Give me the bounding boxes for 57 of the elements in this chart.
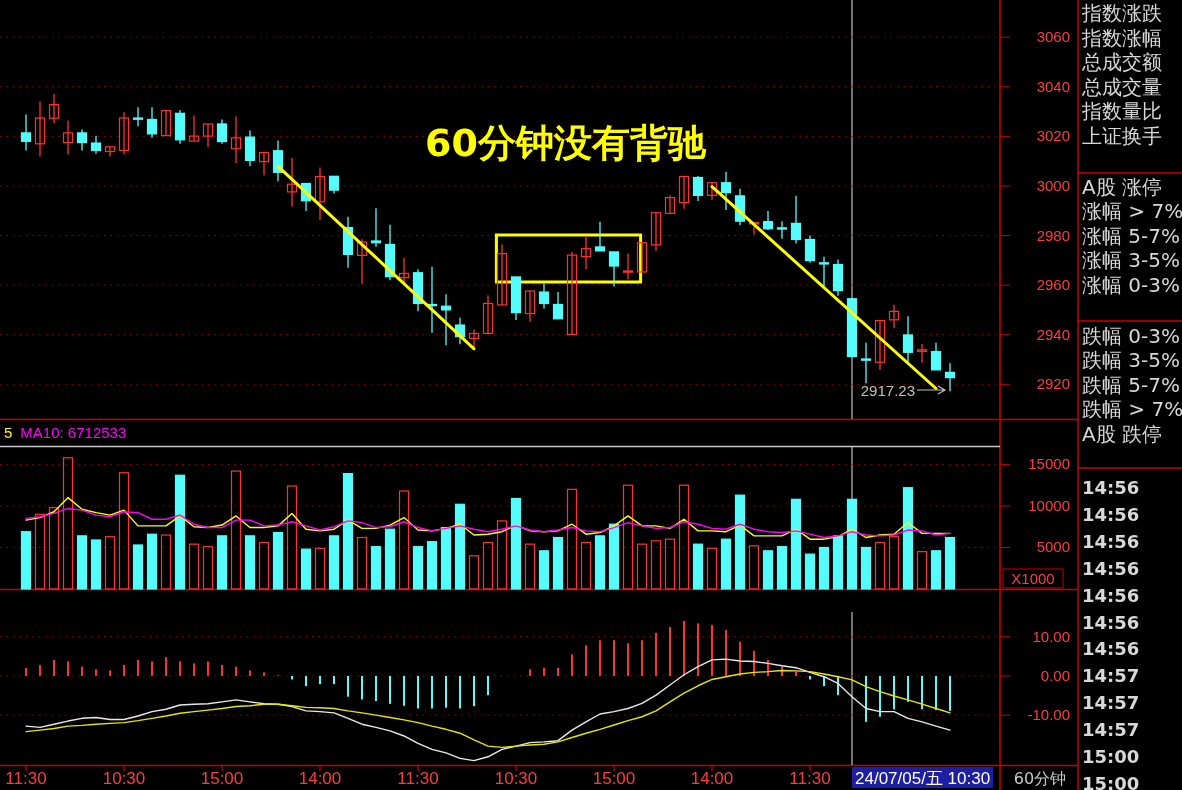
y-tick-label: 3040 [1036, 77, 1070, 95]
x-tick-label: 14:00 [298, 769, 342, 788]
text: 60分钟 [1013, 769, 1067, 788]
text: 涨幅 5-7% [1082, 223, 1181, 248]
y-tick-label: 2980 [1036, 226, 1070, 244]
text: 总成交量 [1081, 74, 1162, 99]
text: 涨幅 3-5% [1082, 248, 1181, 273]
cursor-label: 24/07/05/五 10:30 [852, 767, 994, 788]
y-tick-label: 2920 [1036, 375, 1070, 393]
y-tick-label: 3020 [1036, 127, 1070, 145]
y-tick-label: 10.00 [1032, 627, 1070, 645]
y-tick-label: 2940 [1036, 325, 1070, 343]
text: MA10: 6712533 [20, 424, 127, 441]
x-tick-label: 15:00 [592, 769, 636, 788]
y-tick-label: 15000 [1028, 455, 1070, 473]
annotation: 2917.23 [860, 382, 915, 399]
text: A股 涨停 [1082, 174, 1163, 199]
text: 涨幅 0-3% [1082, 273, 1181, 297]
text: 跌幅 0-3% [1082, 323, 1181, 348]
text: 指数涨跌 [1081, 1, 1162, 25]
text: 跌幅 > 7% [1082, 397, 1182, 422]
text: 指数涨幅 [1081, 25, 1162, 50]
text: 涨幅 > 7% [1082, 199, 1182, 224]
x-tick-label: 11:30 [789, 769, 831, 788]
text: 跌幅 5-7% [1082, 372, 1181, 397]
y-tick-label: 0.00 [1040, 666, 1070, 684]
x-tick-label: 11:30 [5, 769, 47, 788]
y-axis-title: X1000 [1011, 570, 1055, 587]
text: 指数量比 [1081, 99, 1162, 124]
text: A股 跌停 [1082, 422, 1163, 446]
text: 15:00 [1082, 746, 1140, 767]
text: 上证换手 [1082, 124, 1162, 148]
y-tick-label: 5000 [1036, 538, 1070, 556]
text: 总成交额 [1081, 50, 1162, 75]
x-tick-label: 14:00 [690, 769, 734, 788]
text: 5 [4, 424, 13, 441]
text: 14:57 [1082, 719, 1140, 741]
text: 跌幅 3-5% [1082, 348, 1181, 373]
annotation: 60分钟没有背驰 [425, 121, 707, 165]
text: 14:56 [1082, 557, 1140, 579]
text: 14:56 [1082, 530, 1140, 552]
y-tick-label: 10000 [1028, 496, 1070, 514]
text: 14:56 [1082, 503, 1140, 525]
x-tick-label: 10:30 [494, 769, 538, 788]
y-tick-label: -10.00 [1027, 706, 1070, 724]
y-tick-label: 3000 [1036, 176, 1070, 194]
text: 14:56 [1082, 611, 1140, 633]
text: 14:56 [1082, 477, 1140, 498]
text: 14:56 [1082, 584, 1140, 606]
y-tick-label: 2960 [1036, 276, 1070, 294]
text: 14:57 [1082, 692, 1140, 714]
x-tick-label: 10:30 [102, 769, 146, 788]
text: 14:56 [1082, 638, 1140, 660]
text: 14:57 [1082, 665, 1140, 687]
x-tick-label: 15:00 [200, 769, 244, 788]
y-tick-label: 3060 [1036, 28, 1070, 46]
x-tick-label: 11:30 [397, 769, 439, 788]
